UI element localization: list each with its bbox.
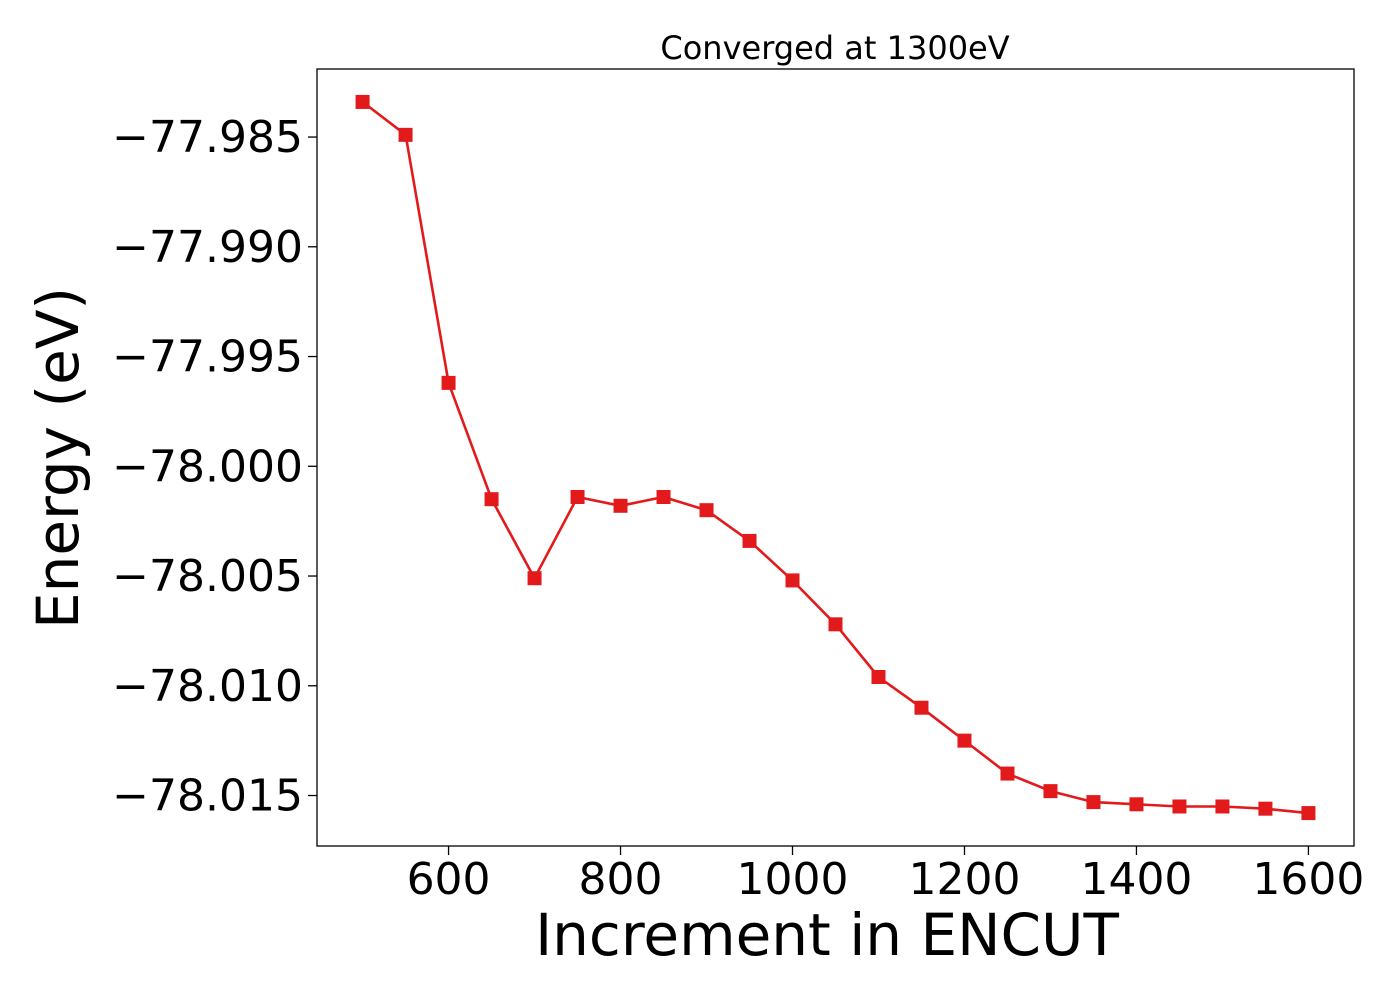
data-point	[613, 498, 628, 513]
x-tick-label: 1400	[1080, 854, 1192, 905]
series-line	[361, 100, 1309, 815]
data-point	[742, 533, 757, 548]
x-tick-label: 1000	[737, 854, 849, 905]
y-tick-label: −78.015	[112, 771, 303, 822]
data-point	[1301, 806, 1316, 821]
plot-frame	[316, 68, 1355, 847]
x-tick-label: 800	[579, 854, 663, 905]
data-point	[1172, 799, 1187, 814]
y-tick-label: −77.990	[112, 222, 303, 273]
y-tick-label: −78.005	[112, 551, 303, 602]
y-tick-label: −77.985	[112, 112, 303, 163]
y-axis: −77.985 −77.990 −77.995 −78.000 −78.005 −78.0…	[112, 112, 317, 822]
series-layer	[355, 94, 1316, 821]
data-point	[871, 669, 886, 684]
data-point	[527, 571, 542, 586]
data-point	[957, 733, 972, 748]
y-axis-label: Energy (eV)	[24, 287, 92, 629]
data-point	[1000, 766, 1015, 781]
plot-area	[316, 68, 1355, 847]
y-tick-label: −78.010	[112, 661, 303, 712]
data-point	[785, 573, 800, 588]
data-point	[355, 94, 370, 109]
y-tick-label: −77.995	[112, 332, 303, 383]
chart-title: Converged at 1300eV	[660, 29, 1009, 67]
x-axis-label: Increment in ENCUT	[535, 901, 1119, 969]
data-point	[1258, 801, 1273, 816]
data-point	[484, 492, 499, 507]
data-point	[656, 490, 671, 505]
data-point	[441, 375, 456, 390]
x-tick-label: 600	[407, 854, 491, 905]
data-point	[828, 617, 843, 632]
x-tick-label: 1200	[908, 854, 1020, 905]
data-point	[1129, 797, 1144, 812]
y-tick-label: −78.000	[112, 441, 303, 492]
x-axis: 600 800 1000 1200 1400 1600	[407, 846, 1364, 905]
data-point	[1086, 795, 1101, 810]
data-point	[570, 490, 585, 505]
x-tick-label: 1600	[1252, 854, 1364, 905]
data-point	[914, 700, 929, 715]
data-point	[699, 503, 714, 518]
data-point	[398, 127, 413, 142]
data-point	[1043, 784, 1058, 799]
data-point	[1215, 799, 1230, 814]
